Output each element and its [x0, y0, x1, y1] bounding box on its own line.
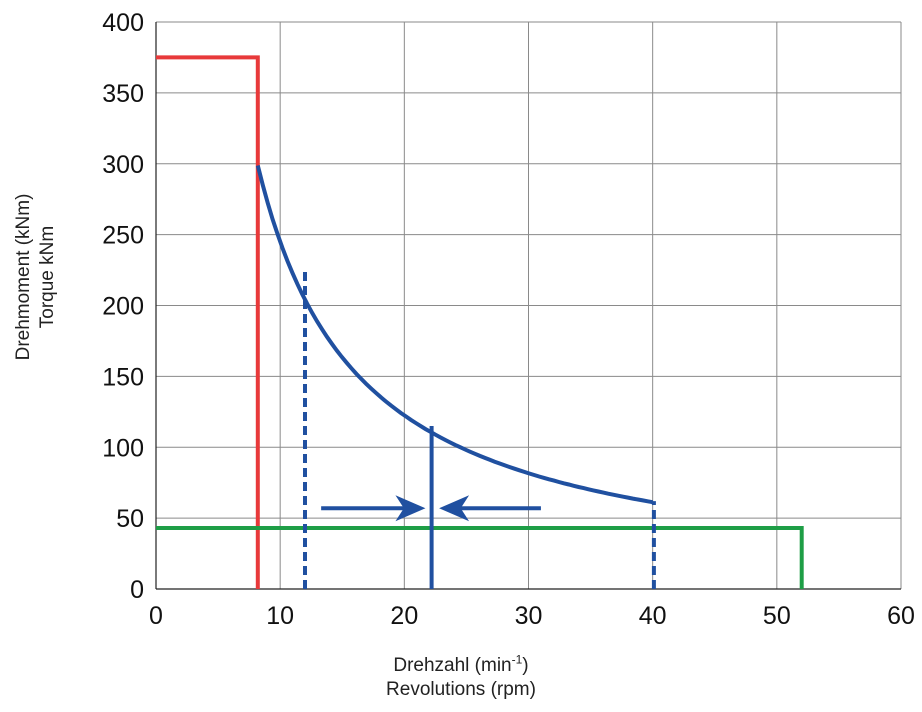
series-red-limit — [156, 55, 260, 589]
x-tick-label: 10 — [266, 602, 294, 630]
y-tick-label: 400 — [102, 9, 144, 37]
series-green-limit — [156, 526, 804, 589]
y-tick-label: 0 — [130, 576, 144, 604]
y-axis-label-english: Torque kNm — [37, 225, 58, 329]
x-tick-label: 30 — [515, 602, 543, 630]
x-tick-label: 60 — [887, 602, 915, 630]
x-tick-labels: 0 10 20 30 40 50 60 — [149, 602, 915, 630]
x-axis-label: Drehzahl (min — [393, 655, 512, 676]
chart-series — [156, 55, 804, 589]
x-tick-label: 20 — [390, 602, 418, 630]
y-tick-label: 200 — [102, 293, 144, 321]
x-tick-label: 40 — [639, 602, 667, 630]
y-tick-label: 250 — [102, 222, 144, 250]
x-axis-label-close: ) — [522, 655, 529, 676]
series-power-curve — [255, 165, 654, 505]
y-tick-label: 50 — [116, 505, 144, 533]
x-axis-label-superscript: -1 — [511, 652, 523, 667]
y-tick-label: 350 — [102, 80, 144, 108]
y-tick-label: 300 — [102, 151, 144, 179]
y-tick-label: 150 — [102, 363, 144, 391]
x-tick-label: 50 — [763, 602, 791, 630]
x-axis-title: Drehzahl (min-1) Revolutions (rpm) — [331, 654, 591, 702]
x-tick-label: 0 — [149, 602, 163, 630]
arrow-right-head — [395, 495, 426, 522]
arrow-left-head — [439, 495, 470, 522]
y-tick-label: 100 — [102, 434, 144, 462]
y-axis-label: Drehmoment (kNm) — [13, 193, 34, 361]
y-tick-labels: 0 50 100 150 200 250 300 350 400 — [102, 9, 144, 604]
y-axis-title: Drehmoment (kNm) Torque kNm — [12, 147, 60, 407]
grid — [155, 21, 902, 590]
x-axis-label-english: Revolutions (rpm) — [386, 679, 536, 700]
